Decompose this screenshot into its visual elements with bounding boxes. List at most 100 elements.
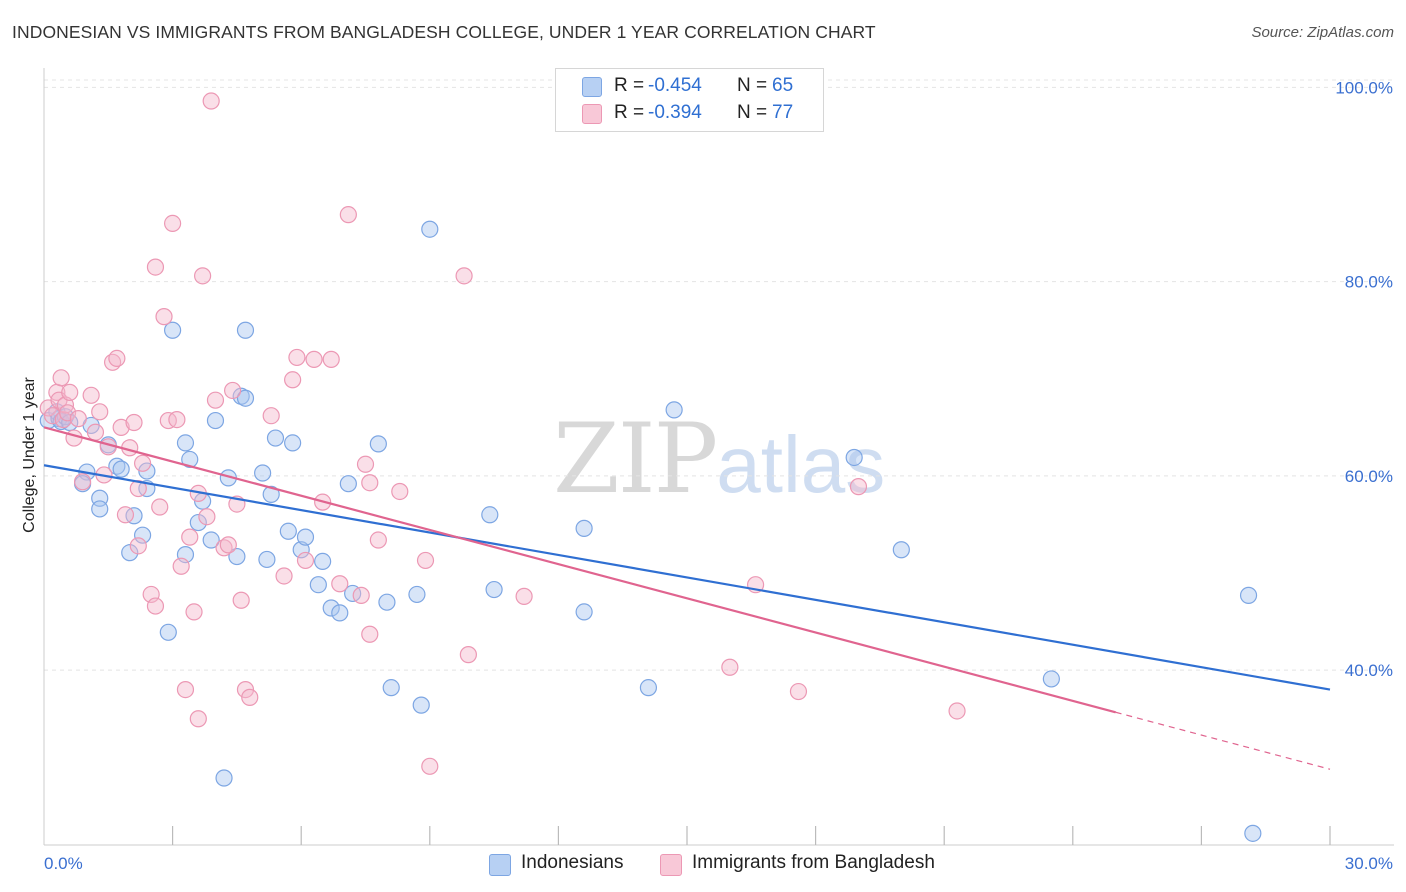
point-indonesians (181, 450, 199, 469)
point-bangladesh (296, 551, 315, 570)
bottom-legend-swatch-bangladesh (660, 854, 682, 876)
point-indonesians (258, 550, 276, 569)
point-indonesians (408, 585, 426, 604)
point-bangladesh (849, 478, 868, 496)
trendline-indonesians (43, 464, 1331, 691)
point-indonesians (159, 623, 177, 641)
point-bangladesh (356, 455, 375, 473)
point-bangladesh (129, 479, 147, 498)
point-indonesians (254, 464, 272, 482)
point-bangladesh (322, 350, 340, 368)
point-bangladesh (112, 418, 130, 436)
point-indonesians (236, 321, 255, 339)
point-bangladesh (133, 454, 152, 472)
point-bangladesh (202, 92, 220, 110)
point-indonesians (279, 522, 297, 540)
legend-r-value-bangladesh: -0.394 (648, 102, 702, 123)
point-indonesians (412, 696, 430, 714)
y-axis-title: College, Under 1 year (21, 377, 38, 533)
correlation-legend: R = -0.454 N = 65 R = -0.394 N = 77 (555, 68, 824, 132)
point-indonesians (369, 435, 387, 453)
legend-n-value-indonesians: 65 (772, 75, 794, 96)
chart-title: INDONESIAN VS IMMIGRANTS FROM BANGLADESH… (12, 22, 876, 42)
point-bangladesh (181, 528, 199, 546)
point-bangladesh (219, 536, 237, 554)
point-bangladesh (108, 349, 126, 368)
point-indonesians (262, 485, 280, 503)
point-indonesians (236, 389, 255, 407)
point-bangladesh (189, 710, 207, 728)
legend-row-indonesians: R = -0.454 N = 65 (556, 74, 823, 100)
point-bangladesh (52, 369, 70, 387)
point-indonesians (339, 475, 357, 493)
point-bangladesh (116, 506, 135, 524)
point-indonesians (639, 679, 658, 697)
point-bangladesh (86, 423, 105, 441)
point-bangladesh (305, 350, 323, 368)
point-indonesians (215, 769, 233, 787)
bottom-legend-label-indonesians: Indonesians (521, 852, 624, 873)
point-bangladesh (361, 625, 379, 643)
point-bangladesh (789, 682, 808, 701)
source-attribution: Source: ZipAtlas.com (1251, 24, 1394, 41)
point-bangladesh (146, 597, 165, 615)
point-bangladesh (151, 498, 169, 516)
point-indonesians (189, 513, 207, 532)
point-indonesians (202, 531, 220, 549)
point-indonesians (284, 434, 302, 452)
point-indonesians (296, 528, 315, 546)
trendline-bangladesh-extension (1115, 711, 1331, 770)
point-bangladesh (275, 567, 293, 585)
point-bangladesh (241, 688, 259, 706)
point-indonesians (1042, 670, 1060, 688)
point-bangladesh (69, 410, 87, 428)
point-indonesians (382, 679, 400, 697)
y-tick-label: 80.0% (1345, 273, 1393, 292)
point-indonesians (481, 506, 499, 524)
legend-n-label: N = (737, 102, 768, 123)
bottom-legend-swatch-indonesians (489, 854, 511, 876)
legend-r-label: R = (614, 75, 645, 96)
point-bangladesh (224, 381, 242, 400)
point-bangladesh (369, 531, 387, 549)
legend-swatch-bangladesh (582, 104, 602, 124)
point-indonesians (228, 547, 246, 566)
point-bangladesh (284, 371, 302, 389)
point-bangladesh (339, 206, 357, 224)
point-bangladesh (155, 308, 173, 326)
point-bangladesh (455, 267, 473, 285)
point-bangladesh (421, 757, 439, 775)
point-bangladesh (176, 680, 195, 699)
point-bangladesh (352, 586, 370, 604)
point-bangladesh (125, 413, 143, 432)
point-bangladesh (91, 403, 109, 421)
point-bangladesh (172, 557, 190, 575)
point-bangladesh (73, 473, 92, 491)
point-indonesians (112, 460, 130, 478)
point-indonesians (892, 541, 910, 559)
point-indonesians (1239, 586, 1258, 604)
point-bangladesh (146, 258, 165, 276)
point-indonesians (575, 603, 593, 621)
y-tick-label: 100.0% (1335, 78, 1393, 97)
point-indonesians (309, 576, 327, 594)
point-indonesians (665, 401, 683, 419)
point-indonesians (378, 593, 396, 611)
point-bangladesh (159, 411, 177, 430)
point-bangladesh (721, 658, 739, 676)
point-indonesians (292, 541, 310, 559)
point-bangladesh (232, 591, 250, 609)
point-indonesians (314, 552, 332, 570)
legend-n-value-bangladesh: 77 (772, 102, 794, 123)
point-bangladesh (262, 407, 280, 425)
bottom-legend-label-bangladesh: Immigrants from Bangladesh (692, 852, 935, 873)
y-tick-label: 60.0% (1345, 467, 1393, 486)
trendline-bangladesh (43, 426, 1116, 714)
point-indonesians (845, 448, 863, 467)
x-tick-label: 0.0% (44, 854, 83, 873)
point-bangladesh (61, 383, 79, 401)
point-indonesians (176, 434, 195, 452)
point-indonesians (125, 507, 143, 525)
point-bangladesh (198, 508, 216, 526)
point-bangladesh (948, 702, 966, 720)
